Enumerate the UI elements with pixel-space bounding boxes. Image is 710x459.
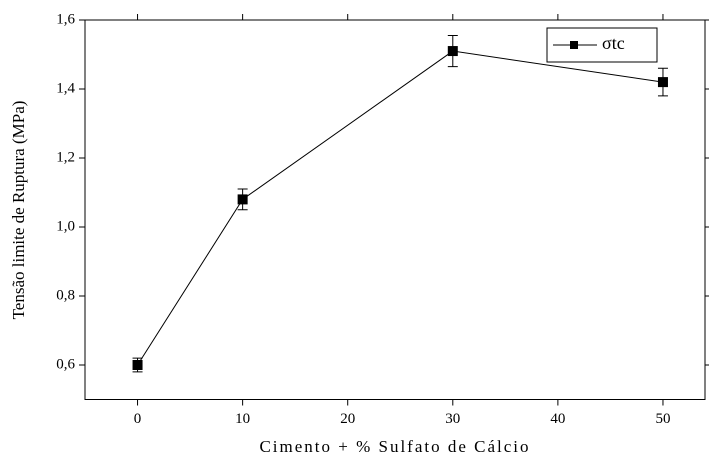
x-tick-label: 10 xyxy=(235,411,250,427)
data-point xyxy=(237,194,248,205)
data-line xyxy=(137,50,664,366)
y-tick-label: 0,8 xyxy=(56,287,75,303)
x-tick-label: 30 xyxy=(445,411,460,427)
y-tick-label: 1,6 xyxy=(56,11,75,27)
x-tick-label: 50 xyxy=(655,411,670,427)
y-tick-label: 1,4 xyxy=(56,80,75,96)
legend-marker xyxy=(570,41,578,49)
x-tick-label: 40 xyxy=(550,411,565,427)
x-tick-label: 0 xyxy=(134,411,142,427)
data-point xyxy=(132,360,143,370)
y-tick-label: 1,2 xyxy=(56,149,75,165)
x-tick-label: 20 xyxy=(340,411,355,427)
y-tick-label: 0,6 xyxy=(56,356,75,372)
data-point xyxy=(447,46,458,57)
plot-frame xyxy=(84,19,706,400)
data-point xyxy=(657,77,668,88)
x-axis-label: Cimento + % Sulfato de Cálcio xyxy=(259,437,530,456)
y-axis-label: Tensão limite de Ruptura (MPa) xyxy=(9,101,28,320)
y-tick-label: 1,0 xyxy=(56,218,75,234)
legend-label: σtc xyxy=(602,33,625,53)
